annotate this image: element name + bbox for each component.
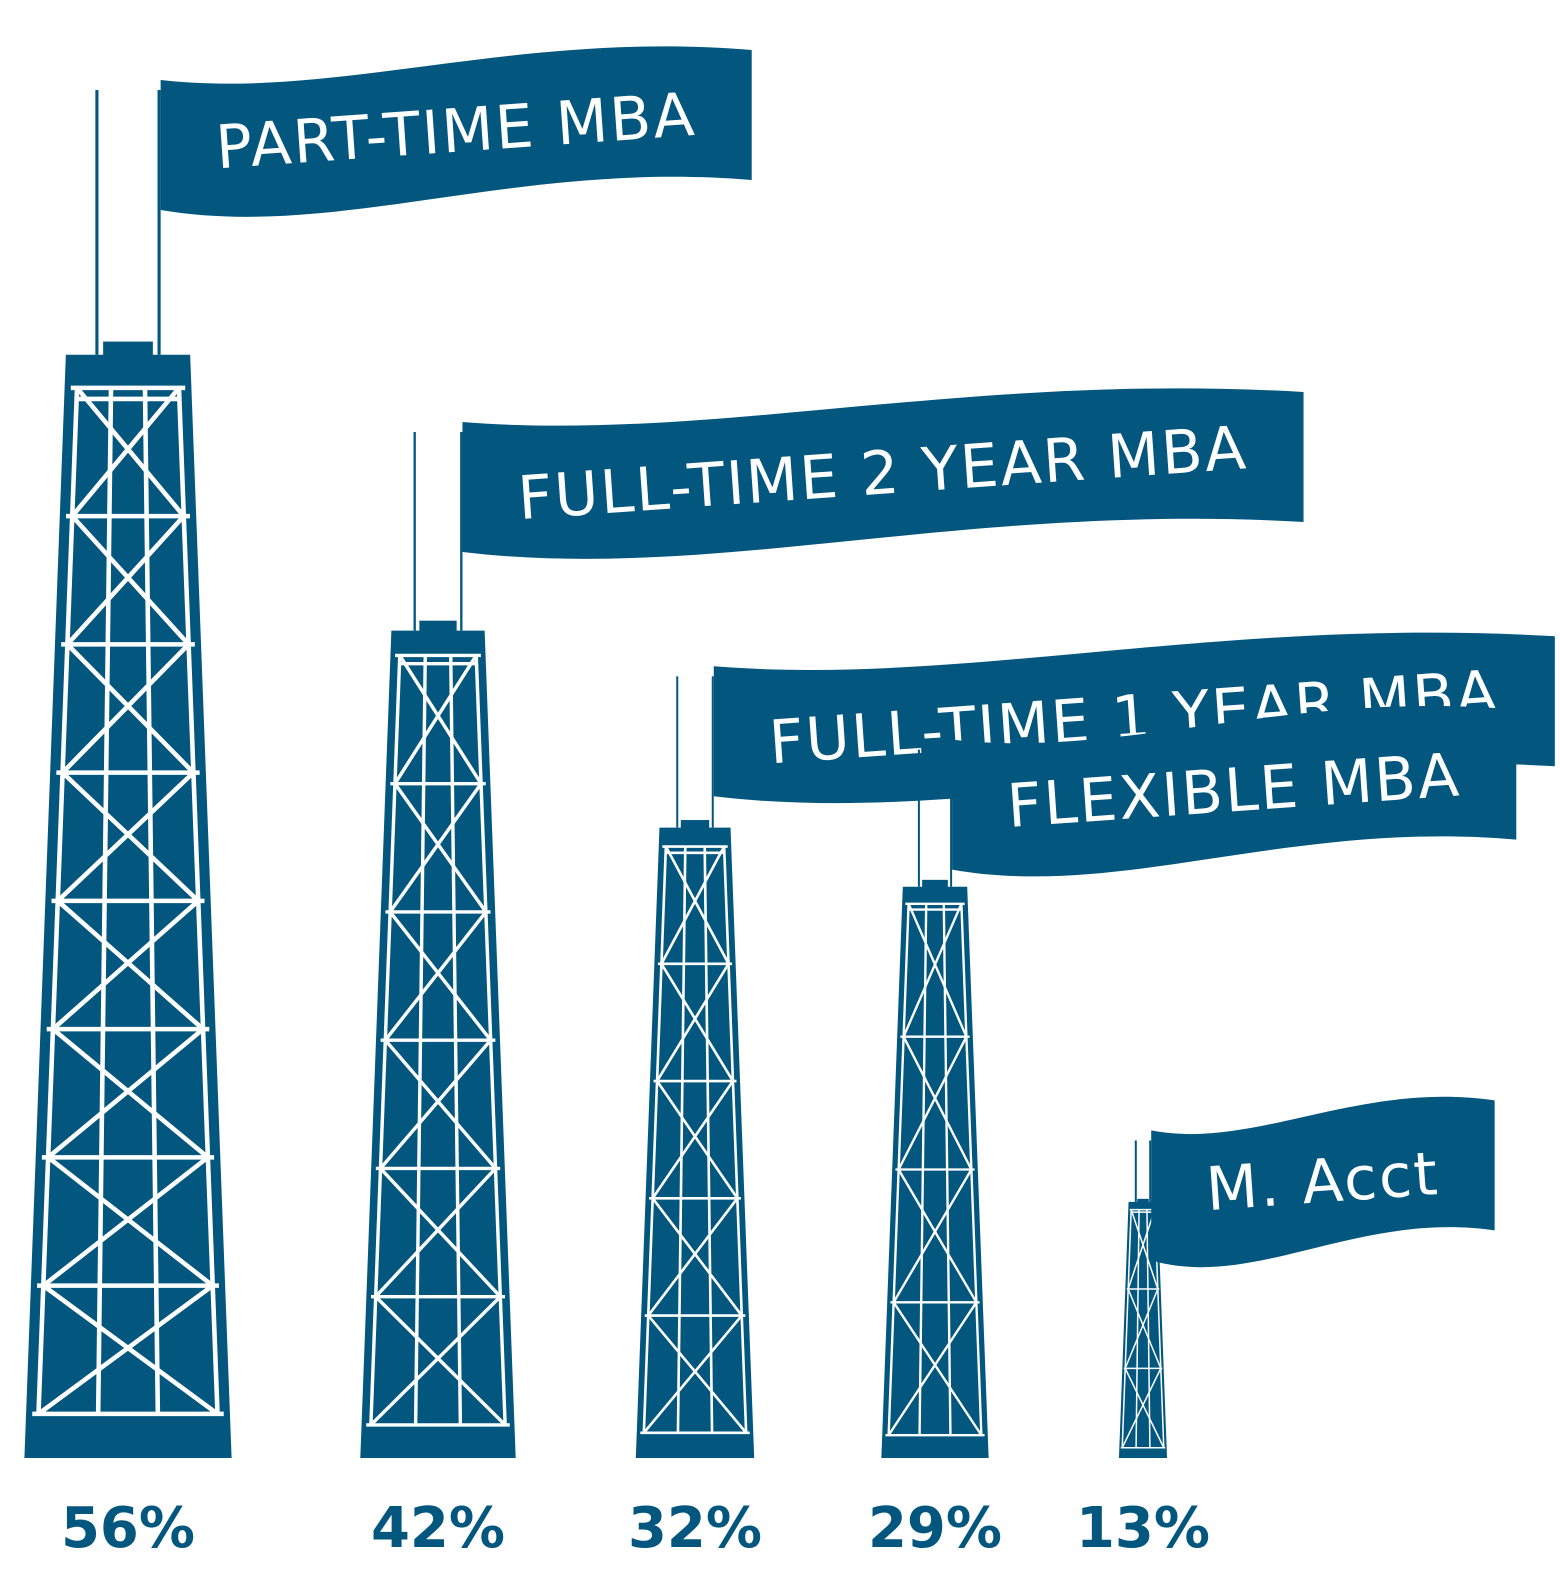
- value-label: 32%: [628, 1496, 762, 1561]
- banner: PART-TIME MBA: [161, 46, 752, 216]
- tower: [24, 90, 231, 1458]
- crown: [922, 880, 948, 888]
- antenna: [950, 750, 952, 887]
- value-label: 42%: [371, 1496, 505, 1561]
- crown: [419, 621, 456, 633]
- antenna: [918, 750, 920, 887]
- banner: M. Acct: [1151, 1097, 1494, 1267]
- antenna: [460, 432, 462, 631]
- chart: 56% PART-TIME MBA 42% FULL-TIME 2 YEAR MBA 3…: [0, 0, 1560, 1572]
- antenna: [158, 90, 161, 355]
- tower: [360, 432, 515, 1458]
- antenna: [1135, 1140, 1137, 1201]
- value-label: 56%: [61, 1496, 195, 1561]
- crown: [681, 820, 709, 829]
- crown: [1137, 1199, 1149, 1203]
- antenna: [95, 90, 98, 355]
- crown: [103, 342, 153, 357]
- antenna: [1149, 1140, 1151, 1201]
- antenna: [414, 432, 416, 631]
- page: {"chart_data": {"type": "tower", "catego…: [0, 0, 1560, 1572]
- antenna: [676, 676, 678, 827]
- antenna: [712, 676, 714, 827]
- banner: FULL-TIME 2 YEAR MBA: [462, 388, 1303, 558]
- value-label: 29%: [868, 1496, 1002, 1561]
- value-label: 13%: [1076, 1496, 1210, 1561]
